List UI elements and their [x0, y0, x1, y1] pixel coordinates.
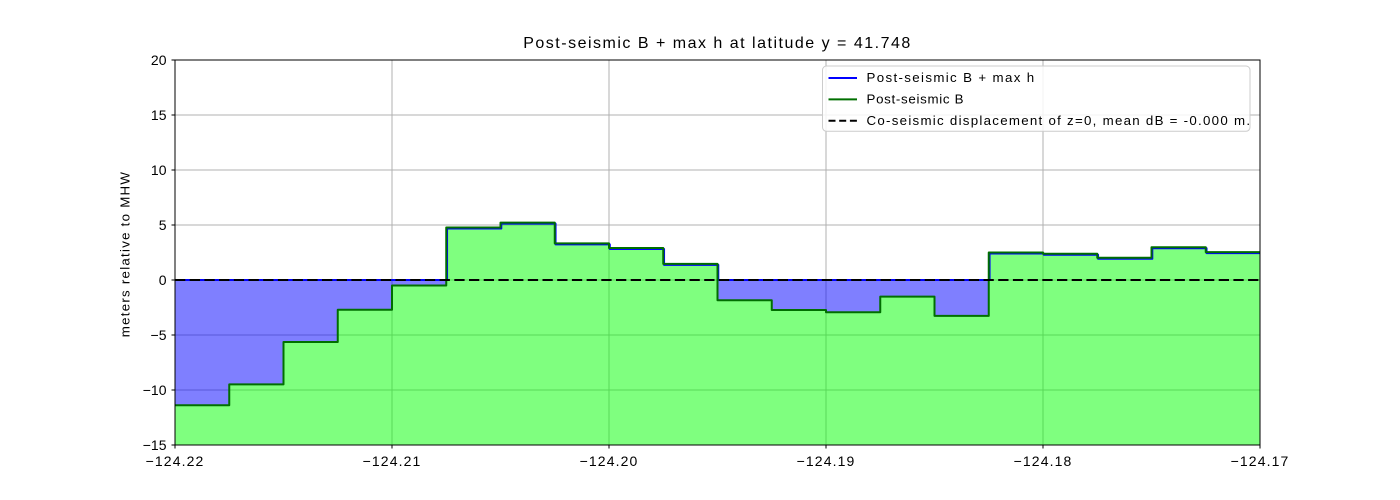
svg-text:−124.19: −124.19: [797, 453, 856, 469]
svg-text:10: 10: [151, 162, 167, 178]
svg-text:Post-seismic B + max h at lati: Post-seismic B + max h at latitude y = 4…: [523, 35, 912, 52]
svg-text:−124.22: −124.22: [146, 453, 205, 469]
svg-text:Co-seismic displacement of z=0: Co-seismic displacement of z=0, mean dB …: [867, 113, 1252, 128]
svg-text:5: 5: [159, 217, 167, 233]
svg-text:0: 0: [159, 272, 167, 288]
svg-text:−124.20: −124.20: [580, 453, 639, 469]
svg-text:Post-seismic B: Post-seismic B: [867, 92, 965, 107]
svg-text:20: 20: [151, 52, 167, 68]
svg-text:−15: −15: [143, 437, 167, 453]
svg-text:15: 15: [151, 107, 167, 123]
svg-text:−124.21: −124.21: [363, 453, 422, 469]
svg-text:−5: −5: [151, 327, 167, 343]
svg-text:−124.18: −124.18: [1014, 453, 1073, 469]
svg-text:−10: −10: [143, 382, 167, 398]
svg-text:Post-seismic B + max h: Post-seismic B + max h: [867, 70, 1036, 85]
svg-text:−124.17: −124.17: [1231, 453, 1290, 469]
svg-text:meters relative to MHW: meters relative to MHW: [118, 171, 133, 337]
